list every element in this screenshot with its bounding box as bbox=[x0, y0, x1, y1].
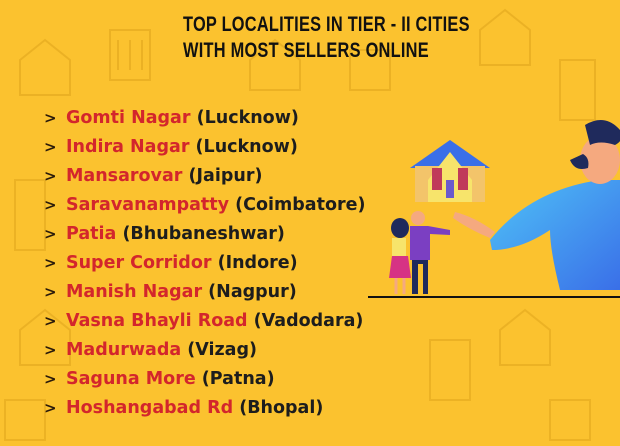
city-name: (Vadodara) bbox=[253, 311, 364, 331]
list-item: > Mansarovar (Jaipur) bbox=[44, 162, 365, 191]
list-item: > Saravanampatty (Coimbatore) bbox=[44, 191, 365, 220]
locality-name: Manish Nagar bbox=[66, 282, 203, 302]
city-name: (Bhubaneshwar) bbox=[122, 224, 285, 244]
city-name: (Lucknow) bbox=[196, 108, 299, 128]
list-item: > Hoshangabad Rd (Bhopal) bbox=[44, 394, 365, 423]
page-title: TOP LOCALITIES IN TIER - II CITIES WITH … bbox=[183, 12, 470, 64]
chevron-right-icon: > bbox=[44, 283, 57, 301]
locality-name: Hoshangabad Rd bbox=[66, 398, 234, 418]
locality-name: Vasna Bhayli Road bbox=[66, 311, 248, 331]
list-item: > Gomti Nagar (Lucknow) bbox=[44, 104, 365, 133]
city-name: (Patna) bbox=[201, 369, 275, 389]
chevron-right-icon: > bbox=[44, 167, 57, 185]
chevron-right-icon: > bbox=[44, 370, 57, 388]
locality-name: Indira Nagar bbox=[66, 137, 190, 157]
locality-name: Saguna More bbox=[66, 369, 196, 389]
city-name: (Jaipur) bbox=[188, 166, 263, 186]
list-item: > Manish Nagar (Nagpur) bbox=[44, 278, 365, 307]
couple-figures bbox=[389, 211, 450, 294]
city-name: (Lucknow) bbox=[195, 137, 298, 157]
list-item: > Indira Nagar (Lucknow) bbox=[44, 133, 365, 162]
man-figure bbox=[453, 120, 620, 290]
list-item: > Vasna Bhayli Road (Vadodara) bbox=[44, 307, 365, 336]
chevron-right-icon: > bbox=[44, 312, 57, 330]
locality-name: Gomti Nagar bbox=[66, 108, 191, 128]
locality-name: Madurwada bbox=[66, 340, 182, 360]
locality-name: Saravanampatty bbox=[66, 195, 230, 215]
title-line-2: WITH MOST SELLERS ONLINE bbox=[183, 39, 429, 62]
city-name: (Indore) bbox=[217, 253, 298, 273]
chevron-right-icon: > bbox=[44, 109, 57, 127]
chevron-right-icon: > bbox=[44, 399, 57, 417]
list-item: > Madurwada (Vizag) bbox=[44, 336, 365, 365]
chevron-right-icon: > bbox=[44, 138, 57, 156]
chevron-right-icon: > bbox=[44, 254, 57, 272]
real-estate-illustration bbox=[368, 120, 620, 298]
list-item: > Patia (Bhubaneshwar) bbox=[44, 220, 365, 249]
city-name: (Coimbatore) bbox=[235, 195, 366, 215]
city-name: (Vizag) bbox=[187, 340, 258, 360]
list-item: > Super Corridor (Indore) bbox=[44, 249, 365, 278]
city-name: (Bhopal) bbox=[239, 398, 324, 418]
locality-name: Mansarovar bbox=[66, 166, 183, 186]
title-line-1: TOP LOCALITIES IN TIER - II CITIES bbox=[183, 13, 470, 36]
locality-name: Super Corridor bbox=[66, 253, 212, 273]
locality-name: Patia bbox=[66, 224, 117, 244]
city-name: (Nagpur) bbox=[208, 282, 297, 302]
chevron-right-icon: > bbox=[44, 341, 57, 359]
localities-list: > Gomti Nagar (Lucknow) > Indira Nagar (Lu… bbox=[44, 104, 365, 423]
list-item: > Saguna More (Patna) bbox=[44, 365, 365, 394]
chevron-right-icon: > bbox=[44, 225, 57, 243]
house-icon bbox=[410, 140, 490, 202]
chevron-right-icon: > bbox=[44, 196, 57, 214]
